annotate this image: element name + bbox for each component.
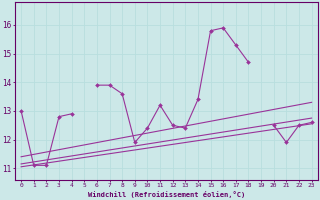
X-axis label: Windchill (Refroidissement éolien,°C): Windchill (Refroidissement éolien,°C) bbox=[88, 191, 245, 198]
